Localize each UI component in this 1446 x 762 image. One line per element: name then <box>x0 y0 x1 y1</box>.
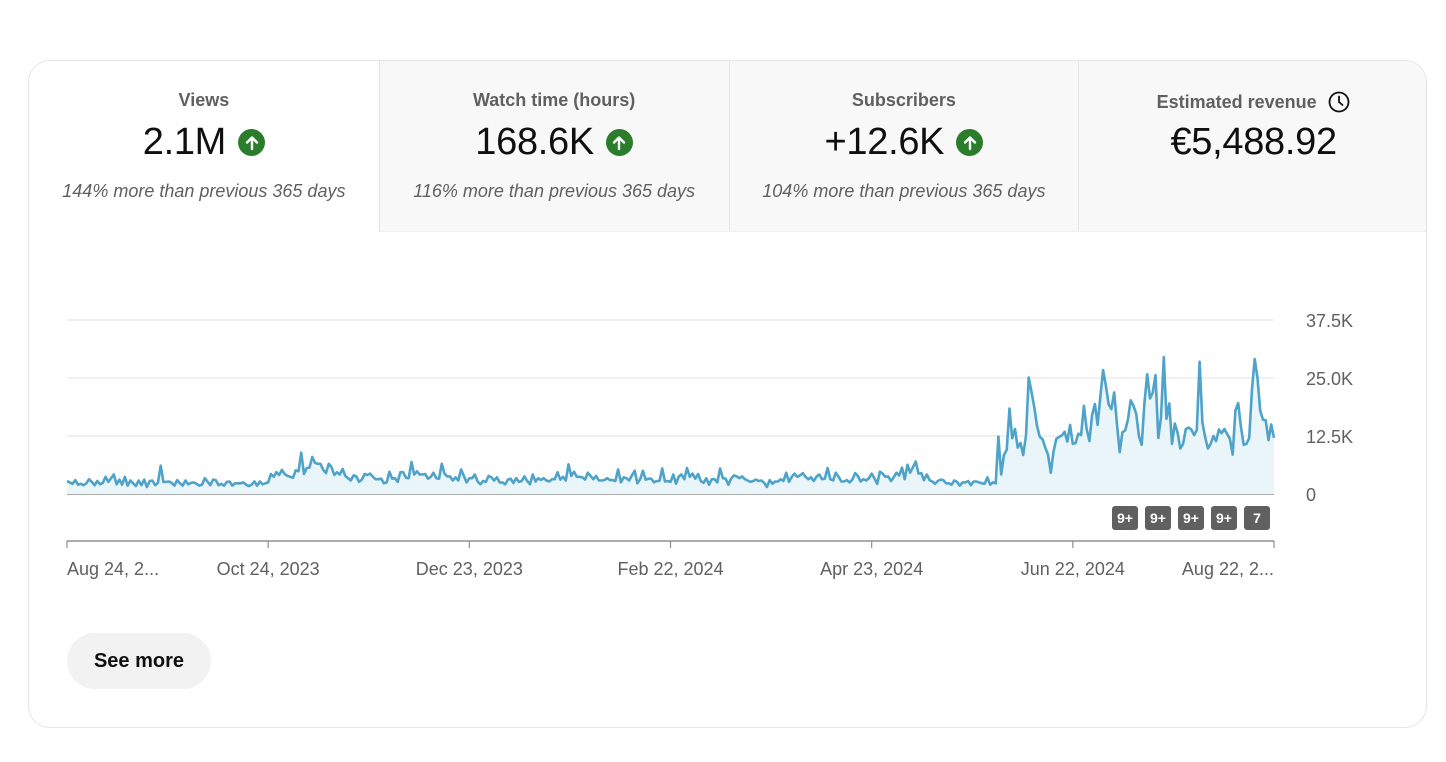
metric-label: Estimated revenue <box>1156 91 1317 112</box>
metric-label: Watch time (hours) <box>472 90 636 110</box>
arrow-up-icon <box>605 129 633 156</box>
arrow-up-icon <box>238 129 266 156</box>
y-tick-label: 25.0K <box>1306 369 1353 389</box>
metric-value: €5,488.92 <box>1170 121 1337 163</box>
chart-svg: 0 12.5K 25.0K 37.5K 9+ 9+ 9+ 9+ 7 Aug 24, 2... Oct… <box>66 311 1353 579</box>
event-badge-label: 9+ <box>1150 510 1166 526</box>
series-line <box>66 355 1276 489</box>
tab-watch-time[interactable]: Watch time (hours) 168.6K 116% more than… <box>378 61 729 232</box>
views-chart: 0 12.5K 25.0K 37.5K 9+ 9+ 9+ 9+ 7 Aug 24, 2... Oct… <box>29 232 1426 592</box>
metric-value: +12.6K <box>824 121 945 163</box>
tab-subscribers[interactable]: Subscribers +12.6K 104% more than previo… <box>728 61 1079 232</box>
x-tick-label: Feb 22, 2024 <box>617 559 723 579</box>
clock-icon[interactable] <box>1327 90 1351 114</box>
x-tick-label: Jun 22, 2024 <box>1021 559 1125 579</box>
y-tick-label: 37.5K <box>1306 311 1353 331</box>
series-area <box>67 357 1274 494</box>
metric-label: Views <box>178 90 230 110</box>
x-tick-label: Aug 24, 2... <box>67 559 159 579</box>
x-tick-label: Aug 22, 2... <box>1182 559 1274 579</box>
metric-value: 2.1M <box>142 121 227 163</box>
metric-comparison: 104% more than previous 365 days <box>762 181 1046 201</box>
metric-tabs: Views 2.1M 144% more than previous 365 d… <box>29 61 1426 232</box>
tab-estimated-revenue[interactable]: Estimated revenue €5,488.92 <box>1078 61 1426 232</box>
metric-comparison: 116% more than previous 365 days <box>413 181 696 201</box>
metric-label: Subscribers <box>851 90 956 110</box>
arrow-up-icon <box>956 129 984 156</box>
event-badge <box>1178 506 1204 530</box>
event-badge <box>1211 506 1237 530</box>
event-badge-label: 9+ <box>1117 510 1133 526</box>
y-tick-label: 0 <box>1306 485 1316 505</box>
event-badge-label: 7 <box>1253 510 1261 526</box>
metric-value: 168.6K <box>475 121 594 163</box>
event-badge-label: 9+ <box>1183 510 1199 526</box>
y-tick-label: 12.5K <box>1306 427 1353 447</box>
event-badge <box>1112 506 1138 530</box>
x-tick-label: Apr 23, 2024 <box>820 559 923 579</box>
see-more-button[interactable]: See more <box>67 633 211 689</box>
x-tick-label: Dec 23, 2023 <box>416 559 523 579</box>
tab-views[interactable]: Views 2.1M 144% more than previous 365 d… <box>29 61 379 232</box>
metric-comparison: 144% more than previous 365 days <box>62 181 346 201</box>
x-tick-label: Oct 24, 2023 <box>217 559 320 579</box>
event-badge-label: 9+ <box>1216 510 1232 526</box>
event-badge <box>1145 506 1171 530</box>
event-badge <box>1244 506 1270 530</box>
analytics-card: Views 2.1M 144% more than previous 365 d… <box>28 60 1427 728</box>
